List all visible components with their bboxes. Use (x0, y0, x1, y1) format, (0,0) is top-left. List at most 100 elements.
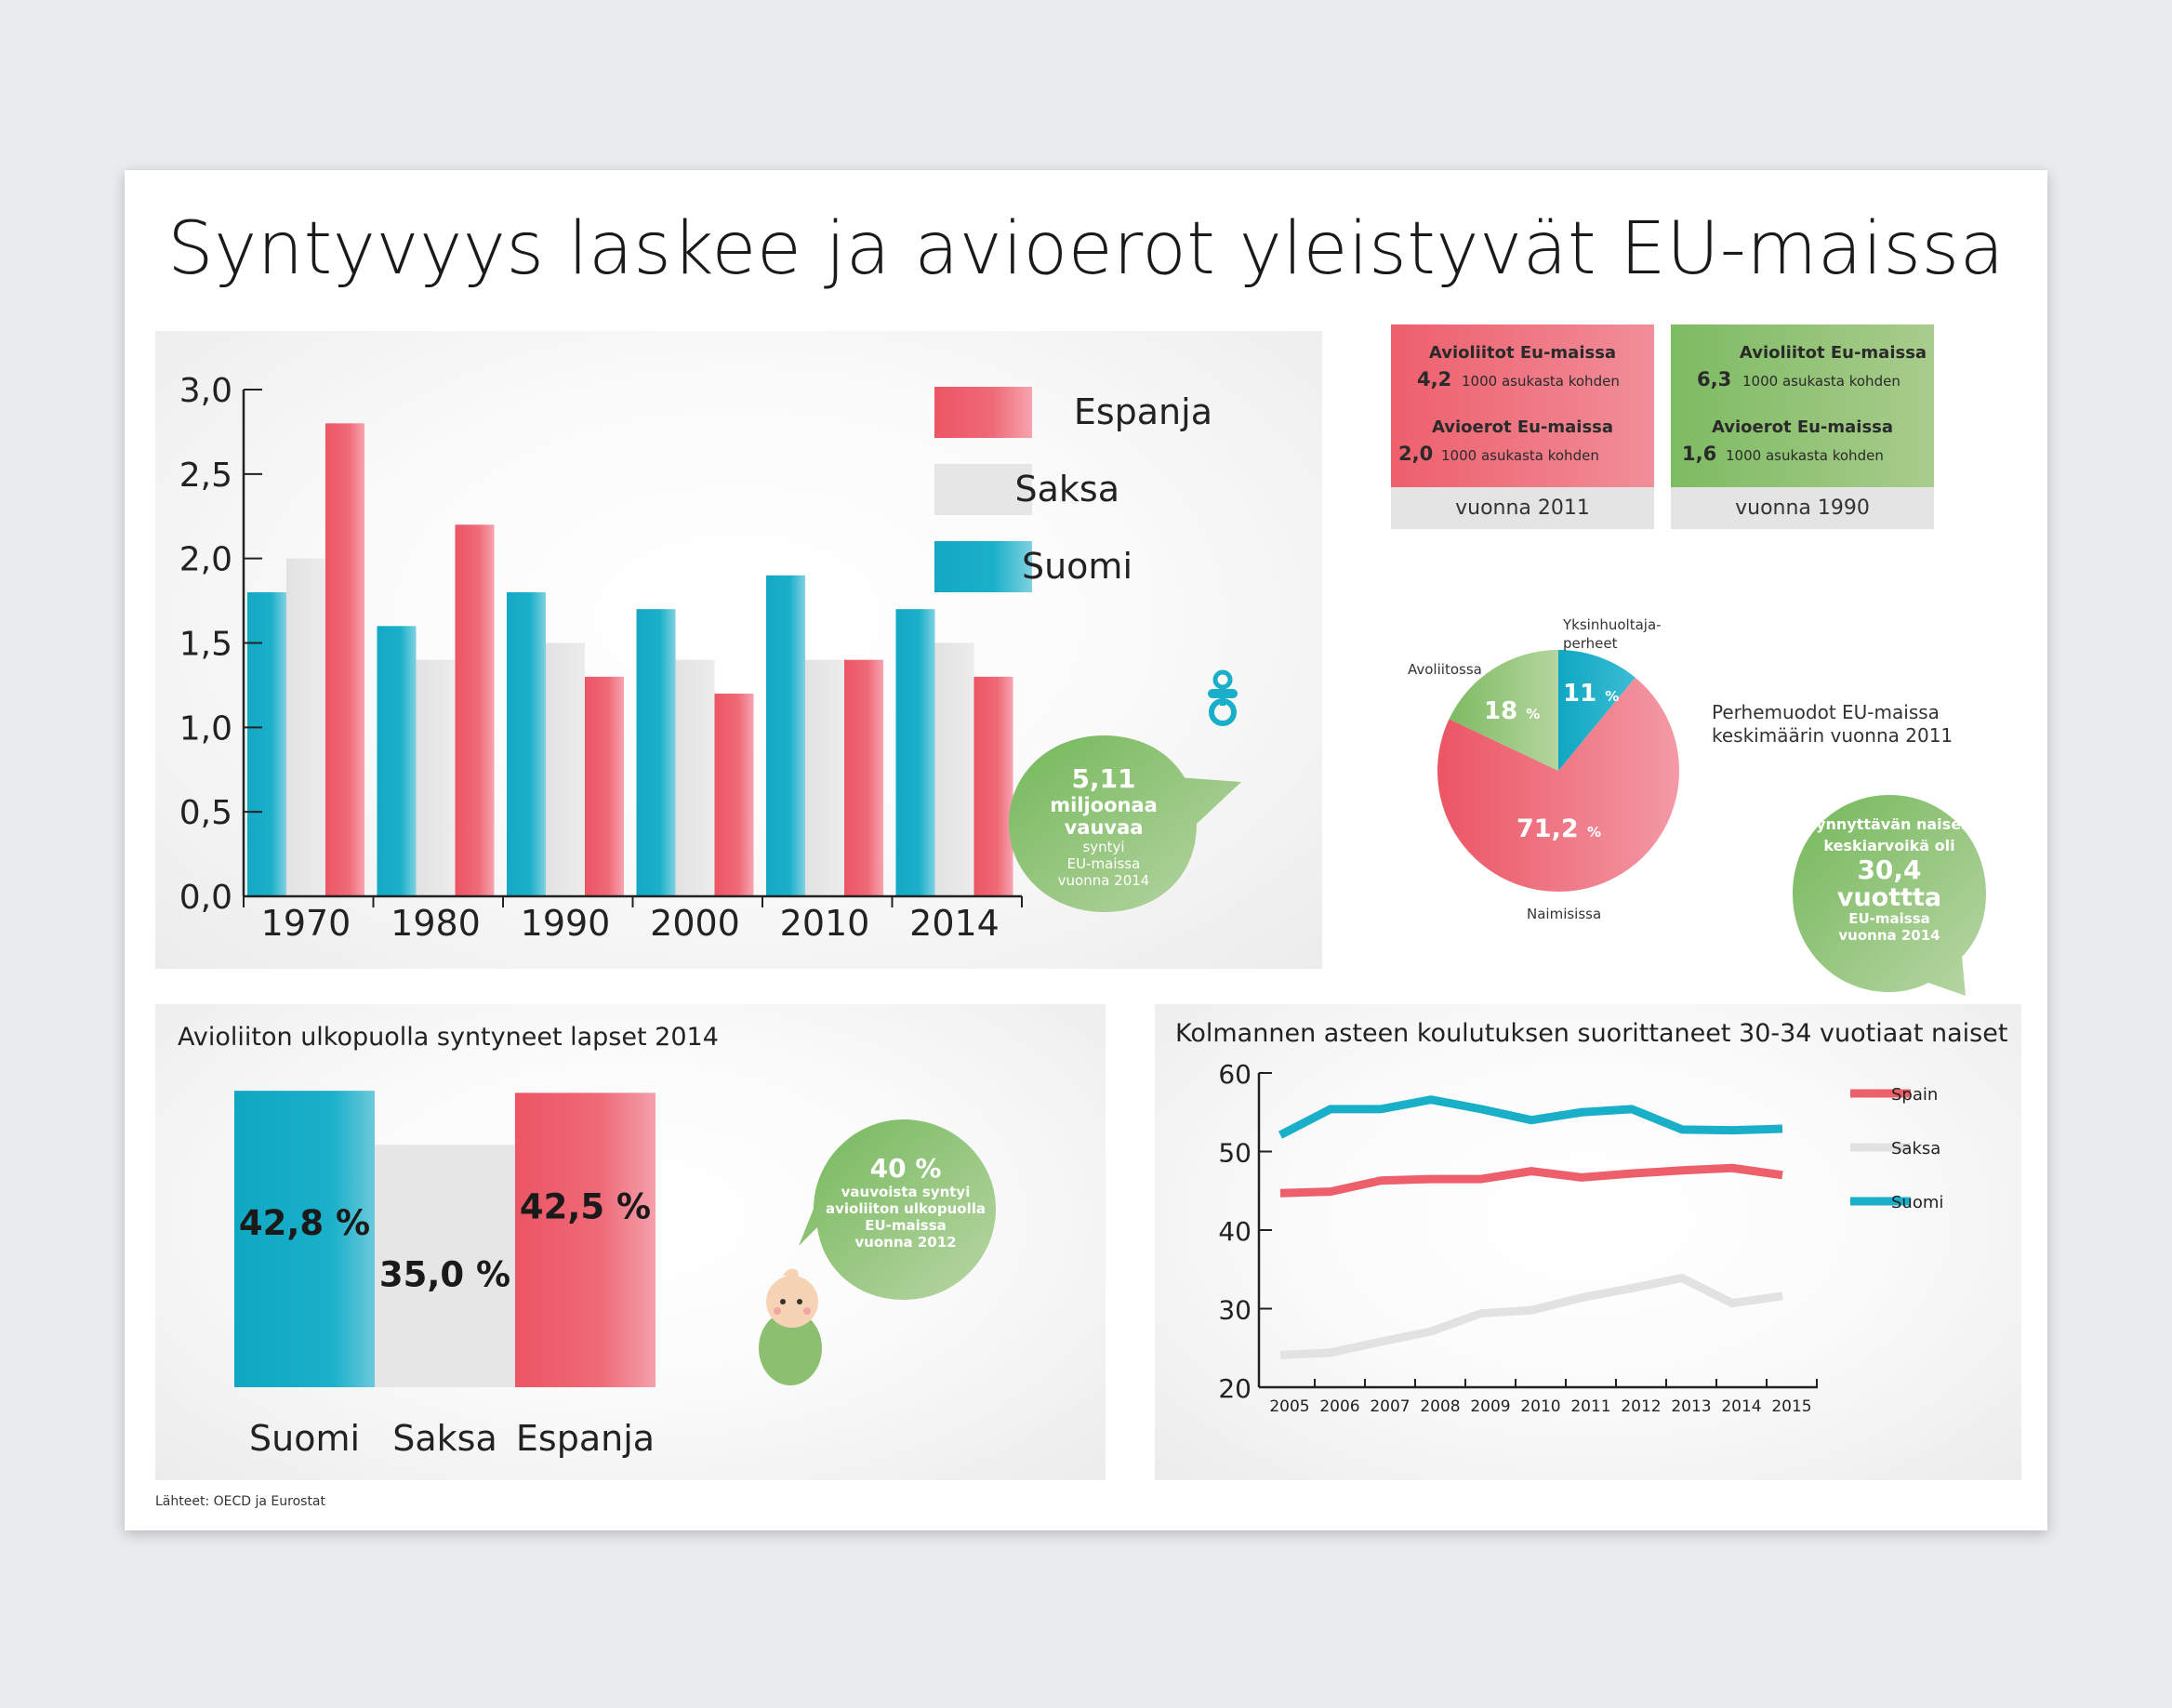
fertility-y-tick-1,5: 1,5 (179, 626, 232, 664)
pie-pct-sign: % (1605, 688, 1620, 705)
pacifier-icon (1208, 669, 1238, 726)
mother-line4: vuonna 2014 (1838, 927, 1940, 944)
edu-line-saksa (1279, 1274, 1783, 1359)
births-line1: syntyi (1082, 839, 1125, 855)
legend-swatch-espanja (934, 387, 1032, 438)
fertility-bar-espanja-2010 (844, 659, 883, 896)
marriages-title-1990: Avioliitot Eu-maissa (1739, 343, 1927, 363)
outside-bar-label-espanja: 42,5 % (520, 1186, 651, 1226)
divorces-value-1990: 1,6 (1682, 443, 1717, 465)
pie-pct-cohab-value: 18 (1484, 697, 1518, 725)
legend-swatch-suomi (934, 541, 1032, 592)
edu-x-tick-2011: 2011 (1570, 1397, 1610, 1416)
pie-pct-single: 11 % (1563, 680, 1619, 708)
marriages-title-2011: Avioliitot Eu-maissa (1428, 343, 1617, 363)
edu-x-tick-2007: 2007 (1370, 1397, 1410, 1416)
pie-pct-married: 71,2 % (1516, 814, 1601, 843)
edu-y-tick-30: 30 (1218, 1295, 1252, 1326)
fertility-y-tick-2,5: 2,5 (179, 457, 232, 495)
fertility-x-tick-2010: 2010 (780, 903, 870, 944)
births-word: vauvaa (1064, 816, 1144, 839)
edu-y-tick-40: 40 (1218, 1216, 1252, 1247)
fertility-bar-espanja-1970 (325, 423, 364, 896)
fertility-x-tick-1980: 1980 (391, 903, 481, 944)
outside-bar-espanja (515, 1092, 656, 1387)
marriages-sub-1990: 1000 asukasta kohden (1742, 373, 1900, 390)
marriages-value-1990: 6,3 (1697, 368, 1732, 391)
fertility-x-tick-1970: 1970 (261, 903, 351, 944)
divorces-sub-2011: 1000 asukasta kohden (1441, 447, 1599, 464)
outside-bubble-value: 40 % (869, 1153, 942, 1184)
marriages-value-2011: 4,2 (1417, 368, 1452, 391)
edu-x-tick-2015: 2015 (1771, 1397, 1811, 1416)
fertility-y-tick-2,0: 2,0 (179, 541, 232, 579)
stat-footer-2011: vuonna 2011 (1391, 487, 1654, 529)
outside-bubble-shape (799, 1119, 996, 1300)
births-bubble-shape (1009, 735, 1241, 912)
births-unit: miljoonaa (1050, 794, 1158, 816)
mother-value: 30,4 (1857, 854, 1922, 885)
outside-bar-label-suomi: 42,8 % (239, 1203, 370, 1243)
pie-label-single-1: Yksinhuoltaja- (1563, 616, 1662, 633)
family-pie-chart (1437, 650, 1679, 892)
education-panel-title: Kolmannen asteen koulutuksen suorittanee… (1175, 1019, 2008, 1048)
fertility-bar-espanja-1990 (585, 676, 624, 896)
fertility-bar-suomi-2014 (895, 609, 935, 896)
fertility-bar-chart: 1970 1980 1990 2000 2010 2014 0,0 0,5 1,0 1,5 2,0 2… (179, 372, 1241, 944)
fertility-y-tick-0,5: 0,5 (179, 794, 232, 832)
marriages-sub-2011: 1000 asukasta kohden (1462, 373, 1620, 390)
legend-label-espanja: Espanja (1074, 391, 1212, 432)
fertility-bar-suomi-1980 (377, 626, 417, 896)
edu-x-tick-2006: 2006 (1319, 1397, 1359, 1416)
pie-slice-yksinhuoltajaperheet (1558, 650, 1636, 771)
pie-slice-avoliitossa (1449, 650, 1558, 771)
outside-bubble-line2: avioliiton ulkopuolla (826, 1200, 986, 1217)
legend-label-saksa: Saksa (1015, 469, 1120, 510)
fertility-y-tick-0,0: 0,0 (179, 879, 232, 917)
edu-x-tick-2013: 2013 (1671, 1397, 1711, 1416)
outside-bubble-line3: EU-maissa (865, 1217, 947, 1234)
pie-caption-1: Perhemuodot EU-maissa (1712, 701, 1940, 723)
stat-box-2011: Avioliitot Eu-maissa 4,2 1000 asukasta k… (1391, 324, 1654, 487)
fertility-bar-saksa-1990 (546, 642, 585, 896)
pie-caption-2: keskimäärin vuonna 2011 (1712, 724, 1953, 747)
mother-line1: synnyttävän naisen (1807, 815, 1972, 833)
divorces-value-2011: 2,0 (1398, 443, 1434, 465)
pie-label-cohab: Avoliitossa (1408, 661, 1482, 678)
mother-line3: EU-maissa (1848, 910, 1930, 927)
outside-bubble-line4: vuonna 2012 (854, 1234, 957, 1251)
outside-country-suomi: Suomi (249, 1418, 360, 1459)
fertility-bar-espanja-2000 (714, 694, 754, 896)
pie-pct-sign: % (1526, 706, 1541, 722)
mother-age-bubble: synnyttävän naisen keskiarvoikä oli 30,4… (1794, 815, 1985, 944)
edu-x-tick-2012: 2012 (1621, 1397, 1661, 1416)
edu-x-tick-2010: 2010 (1520, 1397, 1560, 1416)
edu-x-tick-2014: 2014 (1721, 1397, 1761, 1416)
outside-bar-label-saksa: 35,0 % (379, 1254, 510, 1294)
outside-bubble: 40 % vauvoista syntyi avioliiton ulkopuo… (817, 1153, 994, 1251)
infographic-poster: Syntyvyys laskee ja avioerot yleistyvät … (125, 170, 2047, 1530)
edu-y-tick-50: 50 (1218, 1138, 1252, 1169)
edu-x-tick-2009: 2009 (1470, 1397, 1510, 1416)
page-title: Syntyvyys laskee ja avioerot yleistyvät … (167, 207, 2005, 291)
outside-panel-title: Avioliiton ulkopuolla syntyneet lapset 2… (178, 1023, 719, 1052)
fertility-bar-saksa-2000 (675, 659, 715, 896)
edu-legend-label-spain: Spain (1891, 1085, 1938, 1105)
edu-line-spain (1279, 1163, 1783, 1198)
legend-swatch-saksa (934, 464, 1032, 515)
fertility-bar-suomi-2000 (636, 609, 676, 896)
outside-country-espanja: Espanja (516, 1418, 655, 1459)
fertility-x-tick-1990: 1990 (521, 903, 611, 944)
outside-bar-saksa (375, 1145, 515, 1387)
mother-age-bubble-shape (1793, 795, 1986, 996)
pie-slice-naimisissa (1437, 677, 1679, 892)
births-value: 5,11 (1071, 763, 1136, 794)
fertility-bar-espanja-2014 (973, 676, 1013, 896)
pie-pct-married-value: 71,2 (1516, 814, 1579, 843)
baby-icon (759, 1268, 822, 1385)
outside-marriage-bar-chart: 42,8 % Suomi 35,0 % Saksa 42,5 % Espanja (234, 1091, 656, 1459)
edu-line-suomi (1278, 1095, 1783, 1139)
pie-pct-cohab: 18 % (1484, 697, 1540, 725)
fertility-x-tick-2014: 2014 (909, 903, 1000, 944)
fertility-bar-espanja-1980 (455, 524, 495, 896)
